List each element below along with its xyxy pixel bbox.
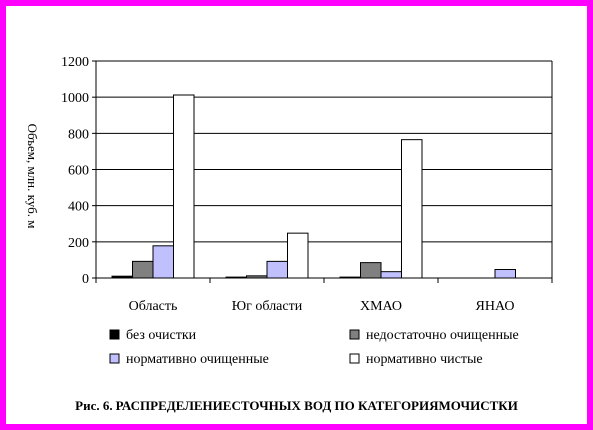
bar-3-2 — [401, 139, 423, 279]
bar-1-0 — [132, 260, 154, 279]
x-tick-label: Юг области — [232, 299, 303, 314]
y-tick-label: 1000 — [61, 91, 89, 106]
legend-swatch — [349, 353, 360, 364]
x-tick-label: ЯНАО — [476, 299, 515, 314]
legend-label: нормативно чистые — [366, 352, 483, 367]
y-tick-label: 800 — [68, 127, 89, 142]
x-tick-label: ХМАО — [360, 299, 402, 314]
figure-caption: Рис. 6. РАСПРЕДЕЛЕНИЕСТОЧНЫХ ВОД ПО КАТЕГ… — [6, 398, 587, 414]
y-tick-label: 400 — [68, 200, 89, 215]
bar-1-2 — [360, 262, 382, 279]
legend-label: нормативно очищенные — [126, 352, 269, 367]
x-tick-label: Область — [129, 299, 178, 314]
legend: без очистки недостаточно очищенные нормати… — [109, 328, 519, 367]
y-tick-label: 1200 — [61, 55, 89, 70]
y-axis-label: Объем, млн. куб. м — [25, 124, 40, 229]
bar-2-2 — [380, 271, 402, 279]
y-tick-label: 0 — [82, 272, 89, 287]
legend-label: недостаточно очищенные — [366, 328, 519, 343]
legend-label: без очистки — [126, 328, 197, 343]
legend-swatch — [349, 329, 360, 340]
y-ticks: 0 200 400 600 800 1000 1200 — [61, 55, 96, 287]
y-tick-label: 600 — [68, 164, 89, 179]
bar-2-0 — [152, 245, 174, 279]
bars — [111, 94, 516, 279]
y-tick-label: 200 — [68, 236, 89, 251]
bar-3-0 — [173, 94, 195, 279]
bar-3-1 — [287, 232, 309, 279]
gridlines — [96, 60, 552, 279]
legend-swatch — [109, 353, 120, 364]
bar-chart: 0 200 400 600 800 1000 1200 Область Юг области Х… — [25, 55, 553, 367]
caption-prefix: Рис. 6. — [75, 398, 113, 413]
caption-title: РАСПРЕДЕЛЕНИЕСТОЧНЫХ ВОД ПО КАТЕГОРИЯМОЧ… — [115, 398, 518, 413]
bar-2-1 — [266, 260, 288, 279]
x-tick-labels: Область Юг области ХМАО ЯНАО — [129, 299, 515, 314]
legend-swatch — [109, 329, 120, 340]
bar-2-3 — [494, 269, 516, 279]
